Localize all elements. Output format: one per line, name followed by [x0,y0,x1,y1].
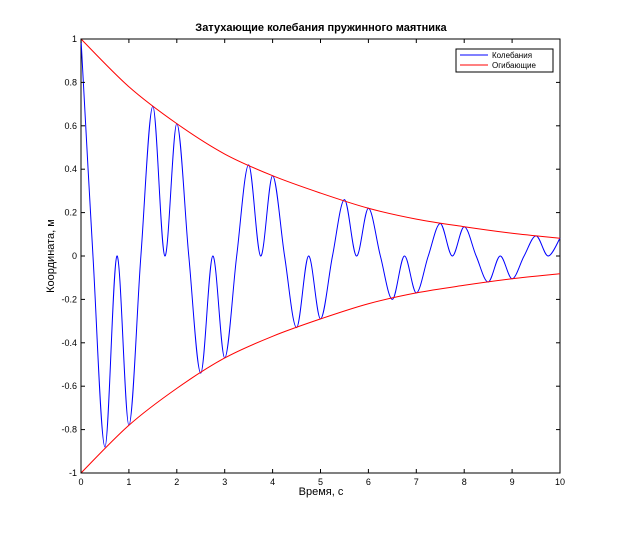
plot-area: 0 1 2 3 4 5 6 7 8 9 10 -1 -0.8 -0.6 -0.4 -0.2 0 0.2 0.4 0.… [61,34,565,487]
legend-label-oscillation: Колебания [492,51,532,60]
x-tick-label: 2 [174,477,179,487]
x-tick-label: 1 [126,477,131,487]
x-axis-ticks: 0 1 2 3 4 5 6 7 8 9 10 [78,39,565,487]
y-tick-label: 0.4 [64,164,77,174]
x-tick-label: 4 [270,477,275,487]
axes-box [80,38,561,474]
x-tick-label: 7 [414,477,419,487]
x-tick-label: 6 [366,477,371,487]
legend: Колебания Огибающие [455,48,554,73]
y-tick-label: -0.2 [61,294,77,304]
y-axis-ticks: -1 -0.8 -0.6 -0.4 -0.2 0 0.2 0.4 0.6 0.8 1 [61,34,560,478]
legend-label-envelope: Огибающие [492,61,537,70]
y-tick-label: -0.8 [61,425,77,435]
x-tick-label: 0 [78,477,83,487]
y-axis-label: Координата, м [45,219,57,293]
series-line-2 [80,273,561,474]
y-tick-label: 0.2 [64,208,77,218]
chart-title: Затухающие колебания пружинного маятника [195,22,447,34]
y-tick-label: 0.6 [64,121,77,131]
series-line-1 [80,38,561,239]
y-tick-label: -0.4 [61,338,77,348]
x-tick-label: 10 [555,477,565,487]
series-layer [80,38,561,474]
y-tick-label: 0 [72,251,77,261]
x-tick-label: 5 [318,477,323,487]
y-tick-label: -1 [69,468,77,478]
x-axis-label: Время, с [299,486,344,498]
y-tick-label: 0.8 [64,77,77,87]
x-tick-label: 3 [222,477,227,487]
x-tick-label: 9 [510,477,515,487]
x-tick-label: 8 [462,477,467,487]
y-tick-label: 1 [72,34,77,44]
y-tick-label: -0.6 [61,381,77,391]
